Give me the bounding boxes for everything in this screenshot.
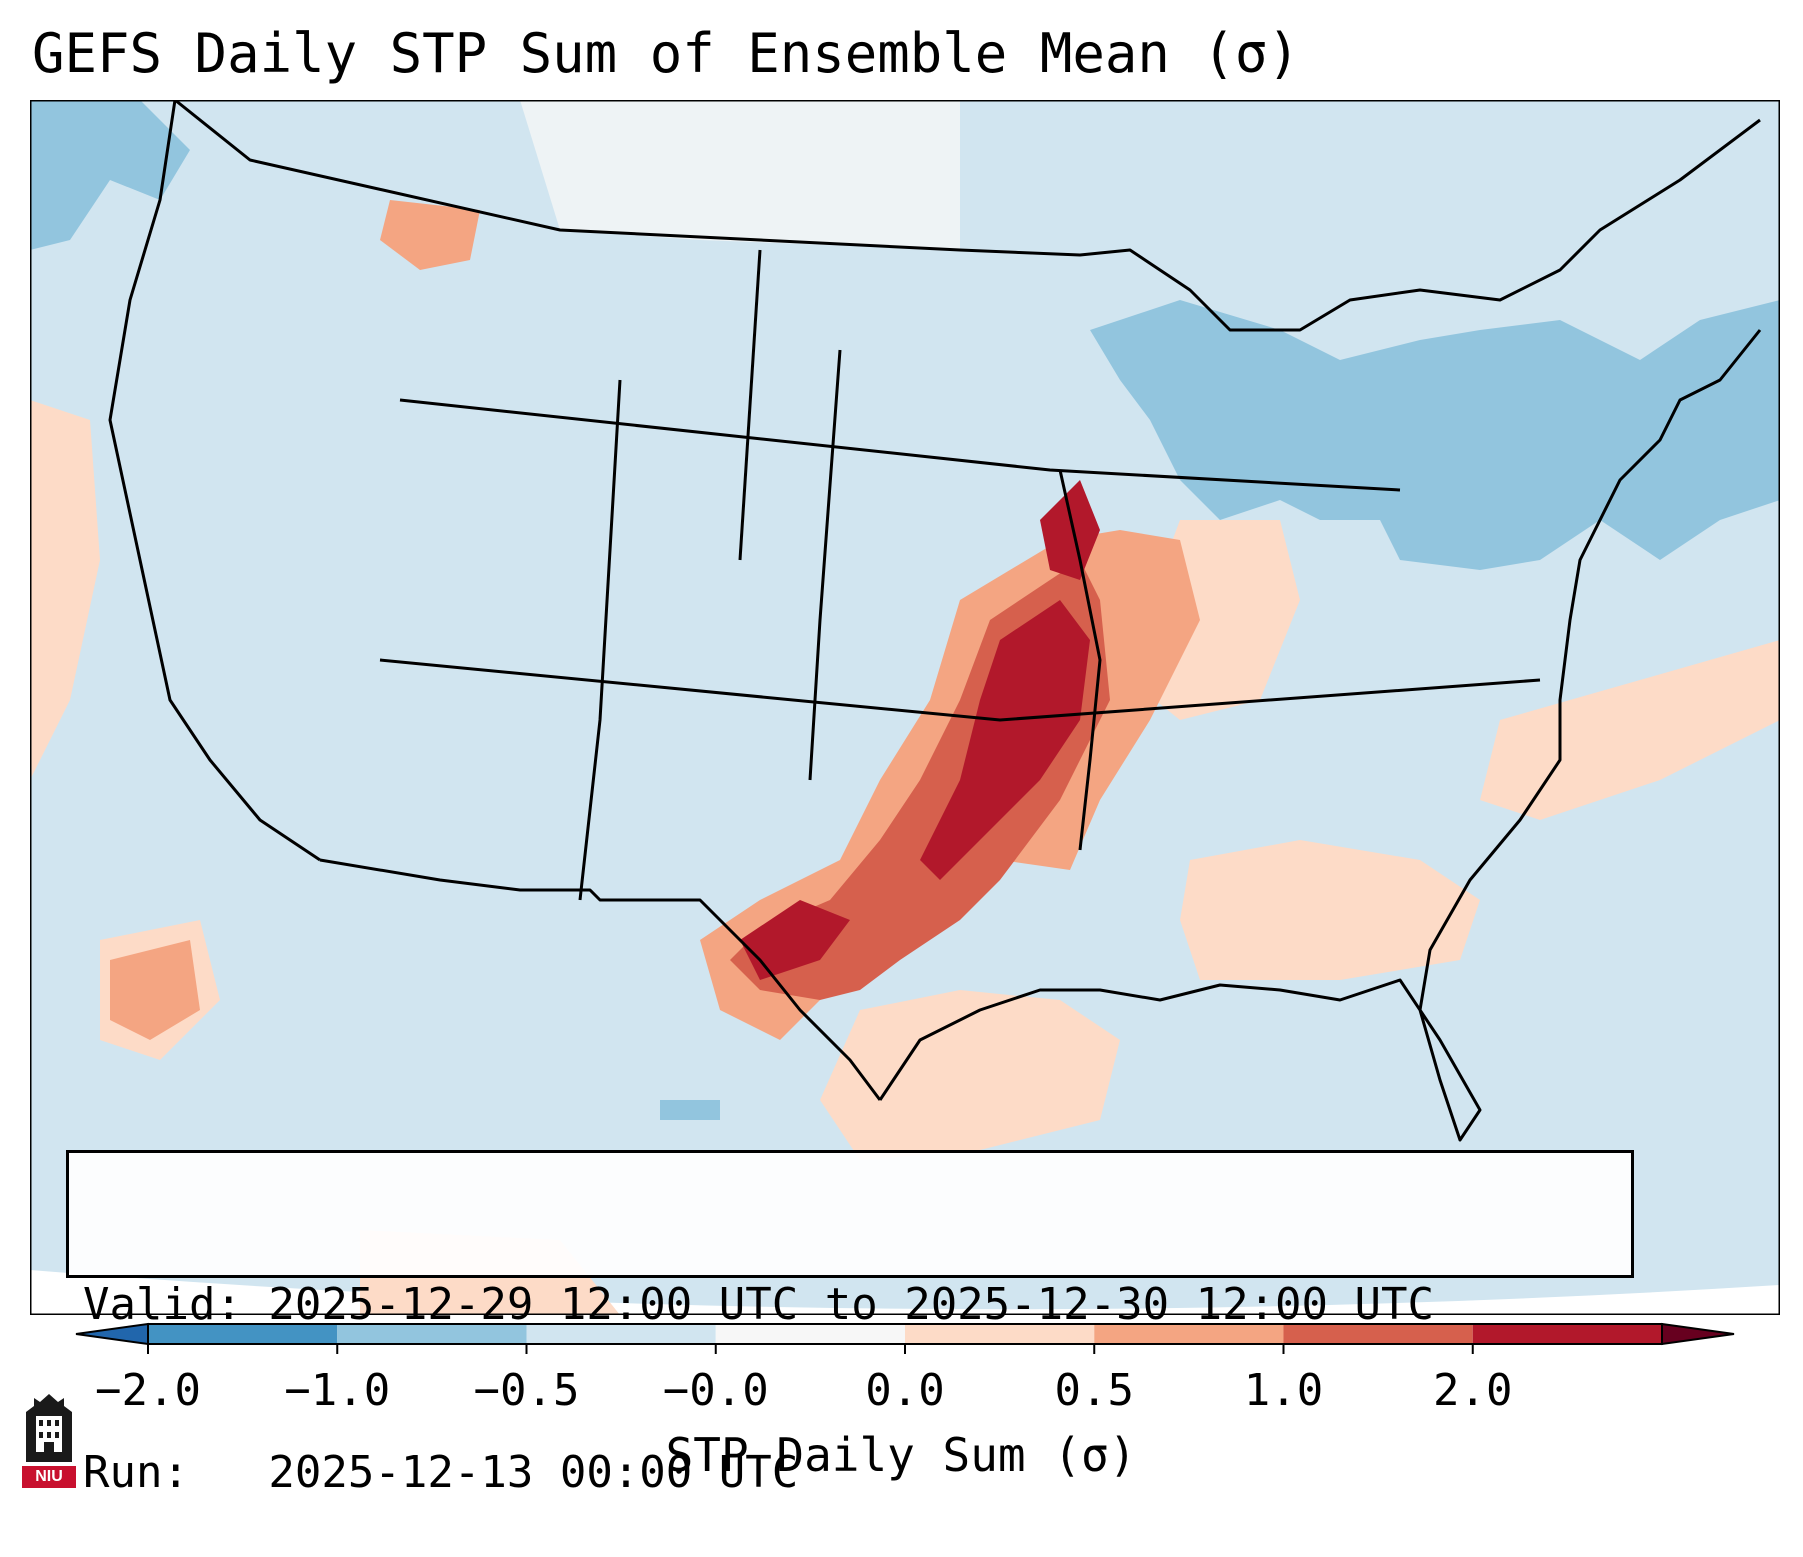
west-coast-light (30, 400, 100, 780)
chart-title: GEFS Daily STP Sum of Ensemble Mean (σ) (32, 22, 1300, 85)
colorbar-segment (1283, 1324, 1473, 1344)
mexico-border (319, 858, 882, 1101)
southwest-negative (660, 1100, 720, 1120)
pacific-moderate (110, 940, 200, 1040)
colorbar-under-arrow (75, 1322, 149, 1346)
colorbar-label: STP Daily Sum (σ) (665, 1428, 1137, 1482)
atlantic-light (1480, 640, 1780, 820)
us-canada-border (174, 100, 1761, 332)
west-coast (108, 100, 321, 862)
colorbar-tick-label: 0.0 (865, 1365, 945, 1416)
iowa-extreme (1040, 480, 1100, 580)
niu-logo-icon (26, 1394, 72, 1462)
run-time-text: Run: 2025-12-13 00:00 UTC (83, 1447, 799, 1498)
colorbar-tick-label: 1.0 (1243, 1365, 1324, 1416)
state-line-4 (808, 349, 842, 781)
texas-extreme (740, 900, 850, 980)
valid-time-text: Valid: 2025-12-29 12:00 UTC to 2025-12-3… (83, 1279, 1435, 1330)
colorbar-tick-label: −0.5 (473, 1365, 580, 1416)
state-line-5 (738, 249, 762, 561)
colorbar-tick-label: 0.5 (1054, 1365, 1134, 1416)
validity-info-box: Valid: 2025-12-29 12:00 UTC to 2025-12-3… (66, 1150, 1634, 1498)
colorbar-segment (337, 1324, 527, 1344)
colorbar-segment (715, 1324, 905, 1344)
colorbar (75, 1322, 1735, 1354)
boundaries (108, 100, 1762, 1142)
idaho-moderate (380, 200, 480, 270)
extreme-stp-fields (740, 480, 1100, 980)
colorbar-tick-label: −0.0 (662, 1365, 769, 1416)
colorbar-segment (526, 1324, 716, 1344)
colorbar-segment (1472, 1324, 1662, 1344)
colorbar-segment (905, 1324, 1095, 1344)
niu-logo-text: NIU (22, 1466, 76, 1488)
gulf-coast (878, 978, 1482, 1142)
core-extreme (920, 600, 1090, 880)
southeast-light (1180, 840, 1480, 980)
gulf-light (820, 990, 1120, 1160)
colorbar-tick-label: −2.0 (95, 1365, 201, 1416)
state-line-2 (379, 658, 1541, 722)
colorbar-segment (1094, 1324, 1284, 1344)
mississippi-line (1058, 469, 1102, 851)
map (30, 100, 1780, 1315)
canada-white-patch (520, 100, 960, 250)
east-coast (1418, 329, 1762, 1011)
colorbar-over-arrow (1661, 1322, 1735, 1346)
colorbar-segment (148, 1324, 338, 1344)
colorbar-tick-label: 2.0 (1433, 1365, 1513, 1416)
state-line-3 (578, 379, 622, 901)
pacific-nw-negative (30, 100, 190, 250)
colorbar-tick-label: −1.0 (284, 1365, 391, 1416)
